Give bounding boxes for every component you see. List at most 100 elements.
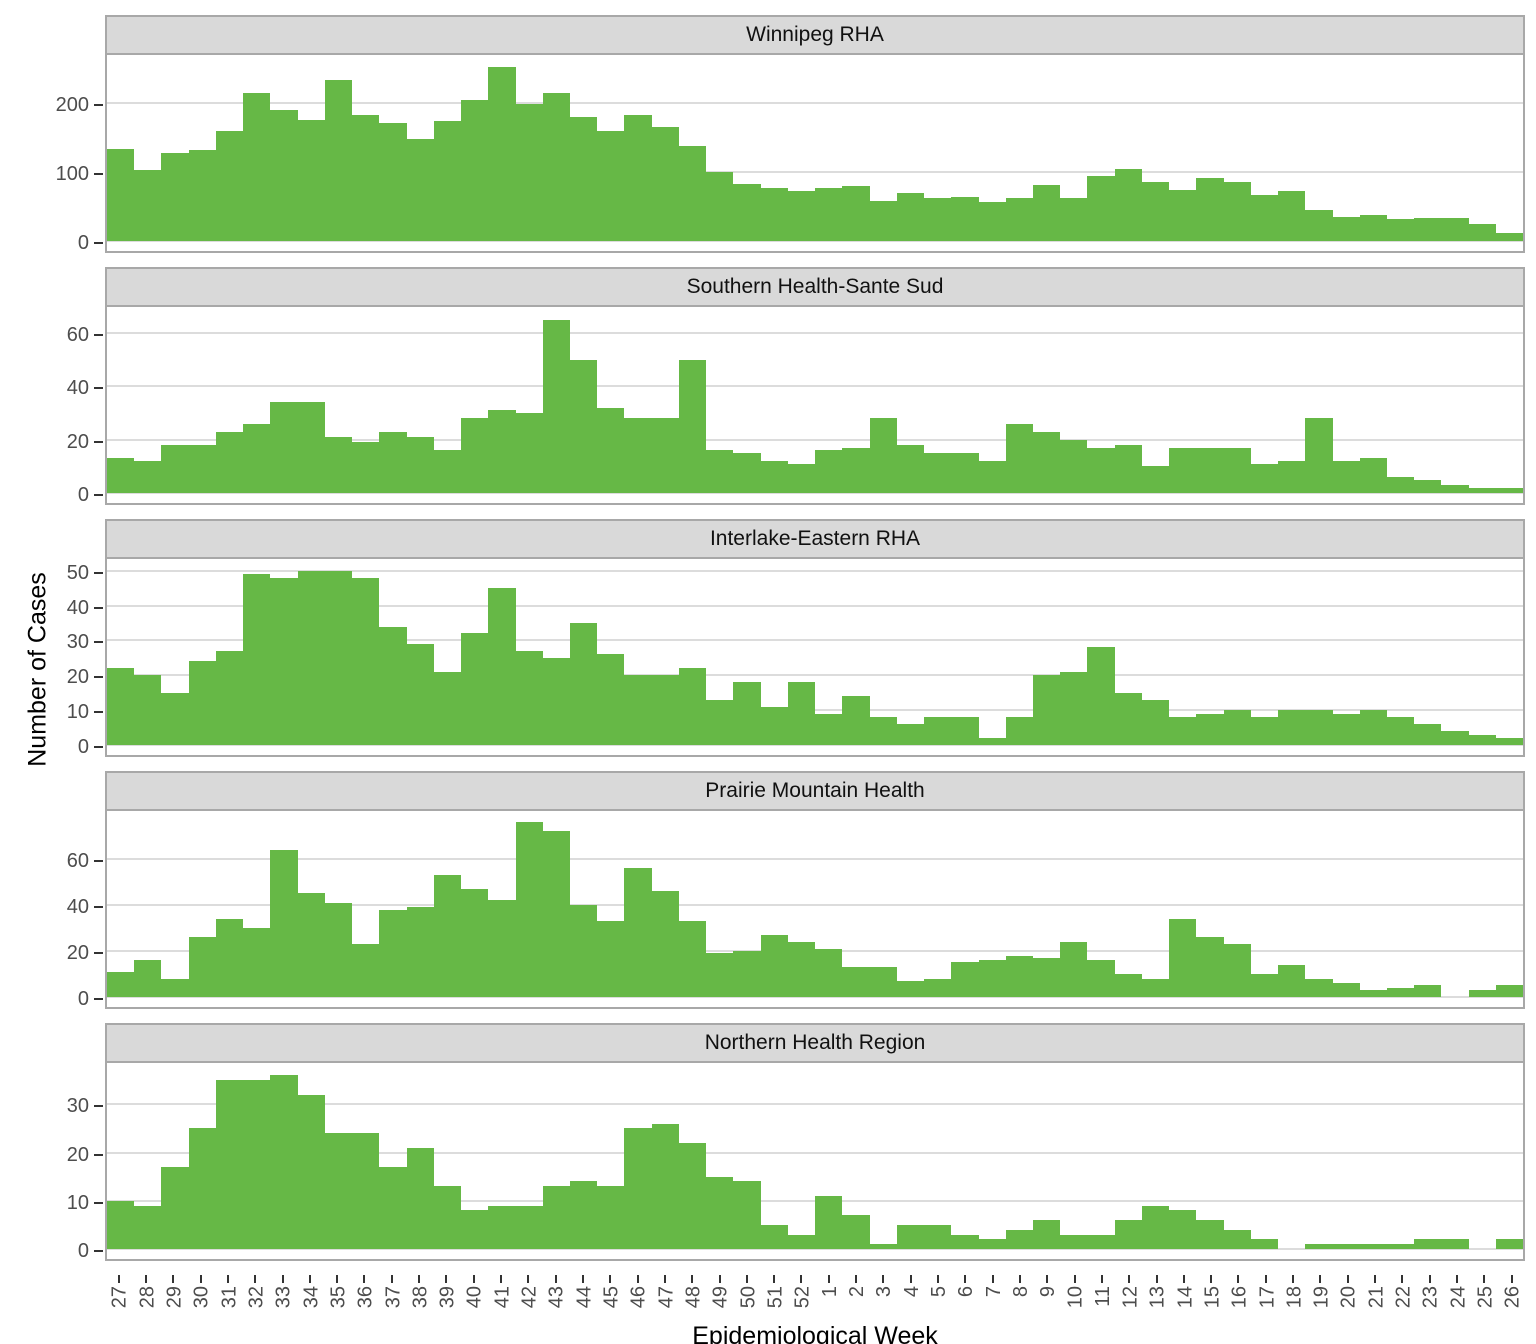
x-tick-mark — [378, 1275, 405, 1284]
bar-week-49 — [706, 953, 734, 997]
bar-week-14 — [1169, 717, 1197, 745]
bar-week-29 — [161, 693, 189, 745]
bar-week-23 — [1414, 1239, 1442, 1249]
bar-week-1 — [815, 949, 843, 997]
bar-week-30 — [188, 661, 216, 745]
bar-week-50 — [733, 951, 761, 997]
bar-week-3 — [869, 967, 897, 997]
bar-week-43 — [542, 831, 570, 997]
bar-week-51 — [760, 188, 788, 241]
bar-week-34 — [297, 402, 325, 493]
bar-week-40 — [461, 100, 489, 241]
bar-week-12 — [1114, 693, 1142, 745]
panels-container: 0 100 200 Winnipeg RHA 0 20 40 60 Southern Healt… — [0, 15, 1536, 1330]
bar-week-12 — [1114, 974, 1142, 997]
bar-week-22 — [1387, 988, 1415, 997]
bar-week-13 — [1141, 979, 1170, 997]
facet-panel: Southern Health-Sante Sud — [105, 267, 1525, 505]
bar-week-14 — [1169, 919, 1197, 997]
bar-week-7 — [978, 1239, 1006, 1249]
bar-week-28 — [134, 675, 162, 745]
bar-week-40 — [461, 418, 489, 493]
y-tick-mark — [94, 494, 103, 496]
x-axis-area: 27 28 29 30 31 32 33 34 35 36 37 38 39 40 41 42 43 44 45 46… — [105, 1275, 1525, 1330]
bar-week-36 — [352, 578, 380, 745]
x-tick-mark — [324, 1275, 351, 1284]
bar-week-31 — [215, 651, 244, 745]
x-tick-mark — [542, 1275, 569, 1284]
bar-week-45 — [597, 131, 625, 241]
bar-week-29 — [161, 445, 189, 493]
gridline-y-0 — [107, 240, 1523, 242]
x-axis: 27 28 29 30 31 32 33 34 35 36 37 38 39 40 41 42 43 44 45 46… — [0, 1275, 1536, 1330]
bar-week-45 — [597, 921, 625, 997]
x-tick-mark — [1279, 1275, 1306, 1284]
x-tick-mark — [815, 1275, 842, 1284]
bar-week-37 — [379, 910, 407, 997]
bar-week-41 — [488, 67, 516, 241]
x-tick-mark — [160, 1275, 187, 1284]
facet-row: 0 20 40 60 Southern Health-Sante Sud — [0, 267, 1536, 505]
bar-week-37 — [379, 1167, 407, 1249]
bar-week-20 — [1332, 714, 1360, 745]
bar-week-19 — [1305, 418, 1333, 493]
gridline-y-40 — [107, 385, 1523, 388]
y-tick-label: 200 — [55, 93, 89, 116]
bar-week-13 — [1141, 1206, 1170, 1249]
bar-week-8 — [1005, 1230, 1033, 1249]
bar-week-45 — [597, 408, 625, 493]
bar-week-21 — [1359, 710, 1388, 745]
bar-week-30 — [188, 445, 216, 493]
x-tick-mark — [351, 1275, 378, 1284]
bar-week-31 — [215, 432, 244, 493]
bar-week-45 — [597, 654, 625, 745]
bar-week-49 — [706, 700, 734, 745]
x-tick-mark — [1416, 1275, 1443, 1284]
x-tick-mark — [842, 1275, 869, 1284]
y-axis-gutter: 0 10 20 30 — [0, 1023, 105, 1261]
bar-week-11 — [1087, 960, 1115, 997]
gridline-y-50 — [107, 569, 1523, 572]
y-axis-gutter: 0 10 20 30 40 50 — [0, 519, 105, 757]
bar-week-49 — [706, 450, 734, 493]
bar-week-48 — [678, 668, 707, 745]
bar-week-15 — [1196, 448, 1224, 493]
gridline-y-10 — [107, 1199, 1523, 1202]
bar-week-20 — [1332, 983, 1360, 997]
bar-week-30 — [188, 150, 216, 241]
gridline-y-0 — [107, 492, 1523, 494]
bar-week-40 — [461, 633, 489, 745]
bar-week-32 — [243, 574, 271, 745]
x-tick-mark — [569, 1275, 596, 1284]
bar-week-5 — [924, 1225, 952, 1249]
bar-week-20 — [1332, 461, 1360, 493]
bar-week-1 — [815, 714, 843, 745]
y-tick-label: 40 — [66, 895, 89, 918]
gridline-y-0 — [107, 1248, 1523, 1250]
bar-week-51 — [760, 461, 788, 493]
bar-week-5 — [924, 717, 952, 745]
bar-week-47 — [651, 127, 679, 241]
bar-week-2 — [842, 1215, 870, 1249]
bar-week-11 — [1087, 1235, 1115, 1249]
bar-week-38 — [406, 437, 434, 493]
x-tick-mark — [1498, 1275, 1525, 1284]
bar-week-44 — [569, 360, 598, 493]
bar-week-47 — [651, 891, 679, 997]
bar-week-16 — [1223, 944, 1251, 997]
facet-row: 0 10 20 30 Northern Health Region — [0, 1023, 1536, 1261]
bar-week-2 — [842, 696, 870, 745]
y-tick-mark — [94, 641, 103, 644]
bar-week-40 — [461, 1210, 489, 1249]
y-tick-label: 40 — [66, 377, 89, 400]
bar-week-3 — [869, 418, 897, 493]
bar-week-18 — [1278, 191, 1306, 241]
bar-week-30 — [188, 937, 216, 997]
bar-week-39 — [433, 450, 462, 493]
bar-week-36 — [352, 1133, 380, 1249]
bars-container — [107, 307, 1523, 493]
bar-week-33 — [270, 402, 298, 493]
bar-week-25 — [1468, 735, 1496, 745]
bar-week-3 — [869, 1244, 897, 1249]
y-tick-label: 60 — [66, 324, 89, 346]
